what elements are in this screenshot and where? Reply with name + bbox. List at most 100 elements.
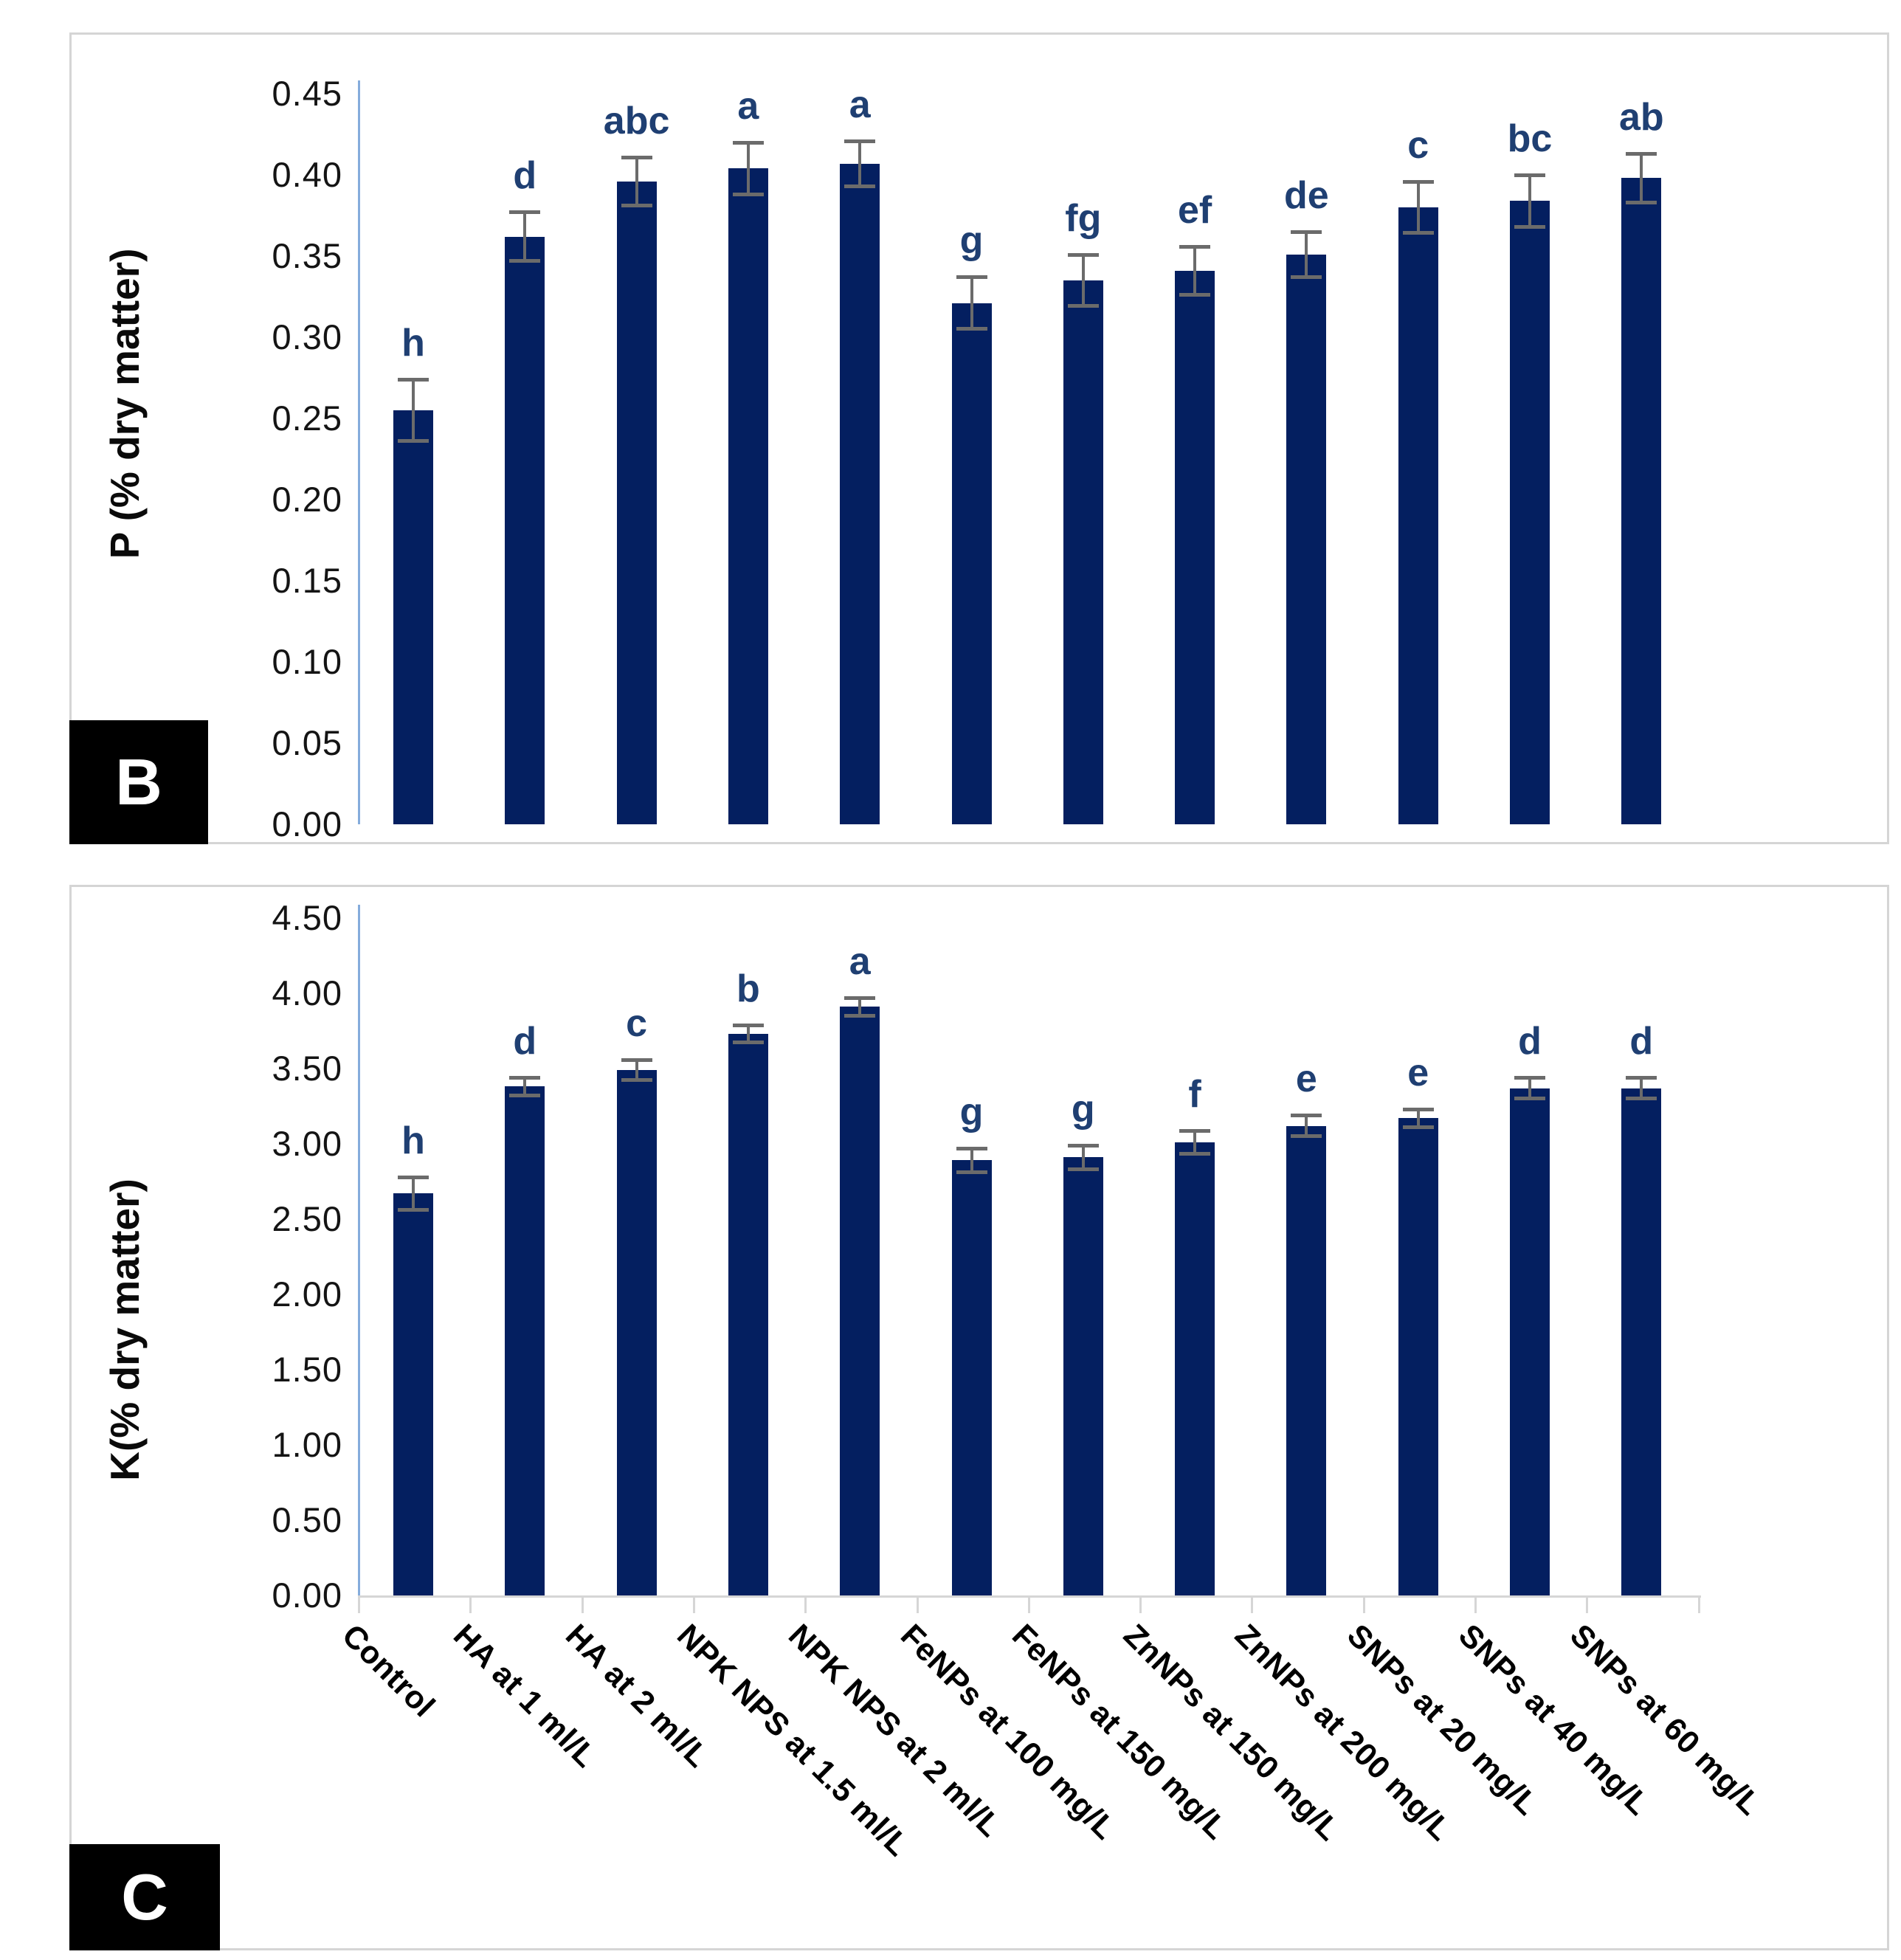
error-bar-cap-bottom <box>1179 293 1211 297</box>
x-axis-tick <box>581 1595 584 1613</box>
x-axis-tick <box>1586 1595 1589 1613</box>
x-category-label: SNPs at 40 mg/L <box>1452 1618 1657 1823</box>
x-category-label: NPK NPS at 2 ml/L <box>782 1618 1009 1844</box>
error-bar-line <box>1640 1076 1643 1100</box>
error-bar-cap-bottom <box>1179 1152 1211 1156</box>
significance-letter: d <box>1518 1020 1542 1063</box>
significance-letter: c <box>626 1001 648 1045</box>
y-tick-label: 2.00 <box>272 1274 342 1314</box>
error-bar-cap-top <box>509 1076 541 1080</box>
error-bar-cap-top <box>732 1023 764 1027</box>
significance-letter: h <box>401 322 425 365</box>
bar <box>1398 207 1438 824</box>
error-bar-line <box>412 1175 415 1212</box>
bar <box>1510 201 1550 824</box>
error-bar-cap-bottom <box>1514 1096 1545 1100</box>
y-tick-label: 0.35 <box>272 236 342 275</box>
y-tick-label: 0.45 <box>272 74 342 113</box>
bar <box>951 1160 992 1595</box>
bar <box>1063 280 1103 824</box>
x-category-label: ZnNPs at 200 mg/L <box>1228 1618 1459 1848</box>
error-bar-cap-bottom <box>956 327 987 331</box>
error-bar-cap-top <box>1291 1114 1322 1118</box>
x-axis-tick <box>916 1595 919 1613</box>
y-tick-label: 0.00 <box>272 804 342 843</box>
bar <box>1175 270 1215 824</box>
significance-letter: fg <box>1065 196 1102 240</box>
error-bar-cap-top <box>1291 230 1322 234</box>
bar <box>1063 1157 1103 1595</box>
y-tick-label: 0.25 <box>272 398 342 438</box>
error-bar-cap-top <box>398 378 429 382</box>
error-bar-cap-top <box>732 140 764 145</box>
error-bar-cap-bottom <box>1291 1133 1322 1138</box>
y-tick-label: 3.00 <box>272 1124 342 1163</box>
error-bar-cap-bottom <box>1514 224 1545 229</box>
error-bar-cap-top <box>956 275 987 280</box>
x-axis-tick <box>1697 1595 1700 1613</box>
error-bar-line <box>1081 252 1085 308</box>
error-bar-line <box>1528 173 1531 229</box>
error-bar-cap-bottom <box>1291 275 1322 279</box>
y-tick-label: 4.50 <box>272 898 342 937</box>
x-category-label: SNPs at 60 mg/L <box>1563 1618 1768 1823</box>
error-bar-cap-top <box>844 139 876 143</box>
bar <box>840 1007 880 1595</box>
significance-letter: b <box>736 967 760 1010</box>
error-bar-cap-bottom <box>1067 1167 1099 1171</box>
significance-letter: abc <box>603 99 670 142</box>
x-axis-tick <box>358 1595 360 1613</box>
error-bar-line <box>523 210 527 263</box>
bar <box>1286 254 1327 824</box>
x-axis-tick <box>1251 1595 1254 1613</box>
error-bar-cap-bottom <box>1402 1125 1434 1129</box>
error-bar-cap-top <box>1067 1144 1099 1148</box>
error-bar-cap-top <box>1067 252 1099 257</box>
x-axis-tick <box>1027 1595 1030 1613</box>
bar <box>616 1070 657 1595</box>
error-bar-cap-bottom <box>509 258 541 263</box>
error-bar-cap-top <box>844 996 876 1001</box>
x-axis-tick <box>1362 1595 1365 1613</box>
y-axis-title-c: K(% dry matter) <box>102 1179 148 1481</box>
error-bar-line <box>412 378 415 443</box>
error-bar-line <box>1416 179 1420 235</box>
y-tick-label: 0.30 <box>272 317 342 356</box>
error-bar-cap-top <box>509 210 541 215</box>
error-bar-cap-top <box>1179 244 1211 249</box>
error-bar-line <box>970 275 973 331</box>
error-bar-line <box>1305 1114 1308 1138</box>
error-bar-cap-top <box>1626 152 1657 156</box>
error-bar-cap-bottom <box>509 1093 541 1097</box>
bar <box>840 163 880 824</box>
significance-letter: h <box>401 1119 425 1162</box>
chart-panel-b: 0.00 0.05 0.10 0.15 0.20 0.25 0.30 0.35 0.40 0.45… <box>69 32 1889 844</box>
x-axis-tick <box>469 1595 472 1613</box>
bar <box>1510 1088 1550 1595</box>
significance-letter: d <box>513 154 537 198</box>
significance-letter: c <box>1407 123 1429 167</box>
error-bar-cap-top <box>1402 179 1434 184</box>
y-tick-label: 0.10 <box>272 642 342 681</box>
x-category-label: ZnNPs at 150 mg/L <box>1117 1618 1348 1848</box>
bar <box>505 236 545 824</box>
plot-area-c: 0.00 0.50 1.00 1.50 2.00 2.50 3.00 3.50 4.00 4.50… <box>72 887 1887 1948</box>
x-category-label: SNPs at 20 mg/L <box>1339 1618 1545 1823</box>
bar <box>505 1086 545 1595</box>
error-bar-line <box>1081 1144 1085 1171</box>
error-bar-cap-bottom <box>398 439 429 443</box>
y-tick-label: 3.50 <box>272 1049 342 1088</box>
significance-letter: e <box>1407 1052 1429 1095</box>
y-tick-label: 0.40 <box>272 155 342 194</box>
error-bar-cap-top <box>1514 1076 1545 1080</box>
y-axis-line <box>358 80 360 824</box>
error-bar-line <box>1193 244 1197 297</box>
error-bar-line <box>1305 230 1308 279</box>
y-tick-label: 2.50 <box>272 1199 342 1238</box>
significance-letter: a <box>737 84 759 128</box>
y-tick-label: 0.15 <box>272 561 342 600</box>
error-bar-cap-bottom <box>1626 1096 1657 1100</box>
error-bar-cap-top <box>1179 1128 1211 1133</box>
y-tick-label: 1.00 <box>272 1425 342 1464</box>
significance-letter: d <box>513 1020 537 1063</box>
